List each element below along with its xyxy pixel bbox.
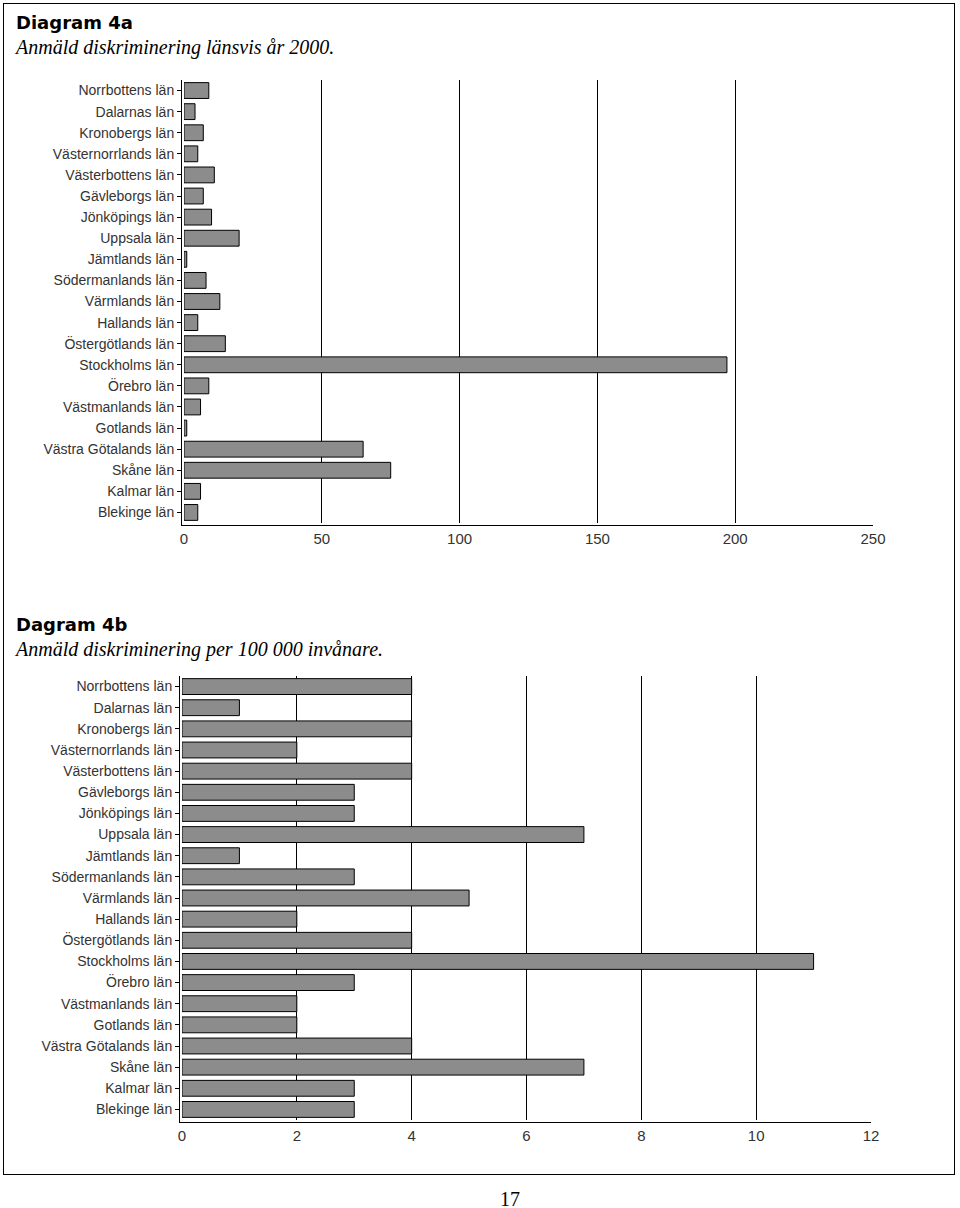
- svg-text:Västernorrlands län: Västernorrlands län: [51, 742, 172, 758]
- svg-text:Dalarnas län: Dalarnas län: [96, 104, 175, 120]
- svg-text:Blekinge län: Blekinge län: [98, 504, 174, 520]
- svg-text:Blekinge län: Blekinge län: [96, 1101, 172, 1117]
- svg-text:2: 2: [293, 1127, 301, 1144]
- svg-text:12: 12: [863, 1127, 880, 1144]
- svg-text:Västerbottens län: Västerbottens län: [65, 167, 174, 183]
- svg-text:150: 150: [585, 530, 610, 547]
- svg-text:Jönköpings län: Jönköpings län: [81, 209, 174, 225]
- svg-text:Uppsala län: Uppsala län: [98, 826, 172, 842]
- svg-text:Kronobergs län: Kronobergs län: [77, 721, 172, 737]
- svg-text:Jämtlands län: Jämtlands län: [88, 251, 174, 267]
- svg-text:Stockholms län: Stockholms län: [79, 357, 174, 373]
- svg-text:Skåne län: Skåne län: [112, 462, 174, 478]
- svg-text:0: 0: [178, 1127, 186, 1144]
- html-text:Anmäld diskriminering länsvis: Anmäld diskriminering länsvis år 2000.: [16, 36, 335, 58]
- svg-text:Dalarnas län: Dalarnas län: [94, 700, 173, 716]
- svg-text:Skåne län: Skåne län: [110, 1059, 172, 1075]
- svg-text:Gävleborgs län: Gävleborgs län: [78, 784, 172, 800]
- svg-text:Södermanlands län: Södermanlands län: [52, 869, 173, 885]
- svg-text:Gotlands län: Gotlands län: [96, 420, 175, 436]
- svg-text:Hallands län: Hallands län: [97, 315, 174, 331]
- svg-text:0: 0: [180, 530, 188, 547]
- svg-text:Örebro län: Örebro län: [106, 973, 172, 990]
- svg-text:Värmlands län: Värmlands län: [83, 890, 173, 906]
- svg-text:Uppsala län: Uppsala län: [100, 230, 174, 246]
- svg-text:Södermanlands län: Södermanlands län: [54, 272, 175, 288]
- svg-text:Kronobergs län: Kronobergs län: [79, 125, 174, 141]
- svg-text:Örebro län: Örebro län: [108, 377, 174, 394]
- svg-text:Norrbottens län: Norrbottens län: [76, 678, 172, 694]
- svg-text:Hallands län: Hallands län: [95, 911, 172, 927]
- svg-text:Västra Götalands län: Västra Götalands län: [41, 1038, 172, 1054]
- svg-text:10: 10: [748, 1127, 765, 1144]
- svg-text:Jönköpings län: Jönköpings län: [79, 805, 172, 821]
- svg-text:Östergötlands län: Östergötlands län: [64, 335, 174, 352]
- svg-text:50: 50: [313, 530, 330, 547]
- svg-text:100: 100: [447, 530, 472, 547]
- svg-text:6: 6: [522, 1127, 530, 1144]
- svg-text:200: 200: [723, 530, 748, 547]
- svg-text:Västmanlands län: Västmanlands län: [63, 399, 174, 415]
- svg-text:Östergötlands län: Östergötlands län: [62, 931, 172, 948]
- svg-text:Kalmar län: Kalmar län: [107, 483, 174, 499]
- svg-text:Gotlands län: Gotlands län: [94, 1017, 173, 1033]
- svg-text:Stockholms län: Stockholms län: [77, 953, 172, 969]
- svg-text:Norrbottens län: Norrbottens län: [78, 82, 174, 98]
- svg-text:250: 250: [860, 530, 885, 547]
- html-text:Diagram 4a: Diagram 4a: [16, 12, 133, 33]
- svg-text:8: 8: [637, 1127, 645, 1144]
- svg-text:Västernorrlands län: Västernorrlands län: [53, 146, 174, 162]
- svg-text:Värmlands län: Värmlands län: [85, 293, 175, 309]
- svg-text:Kalmar län: Kalmar län: [105, 1080, 172, 1096]
- svg-text:Västerbottens län: Västerbottens län: [63, 763, 172, 779]
- svg-text:4: 4: [407, 1127, 415, 1144]
- svg-text:Jämtlands län: Jämtlands län: [86, 848, 172, 864]
- svg-text:Västra Götalands län: Västra Götalands län: [43, 441, 174, 457]
- svg-text:Västmanlands län: Västmanlands län: [61, 996, 172, 1012]
- svg-text:Gävleborgs län: Gävleborgs län: [80, 188, 174, 204]
- html-text:Dagram 4b: Dagram 4b: [16, 614, 128, 635]
- html-text:Anmäld diskriminering per 100: Anmäld diskriminering per 100 000 invåna…: [16, 638, 383, 660]
